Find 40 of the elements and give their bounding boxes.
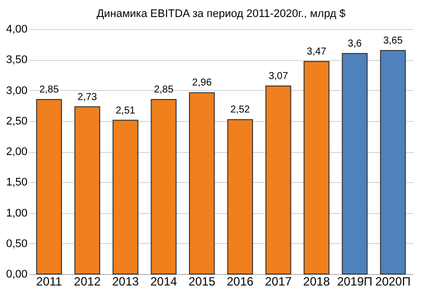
y-tick-label: 1,00 — [6, 207, 28, 220]
data-label: 2,52 — [230, 104, 250, 116]
y-tick-label: 3,00 — [6, 84, 28, 97]
data-label: 2,96 — [192, 78, 212, 89]
x-tick-label: 2015 — [188, 274, 216, 288]
bar — [188, 92, 215, 274]
bar — [227, 119, 254, 274]
bar — [150, 98, 177, 274]
chart-title: Динамика EBITDA за период 2011-2020г., млрд $ — [96, 8, 346, 20]
x-tick-label: 2014 — [150, 274, 178, 288]
data-label: 2,73 — [78, 92, 98, 103]
y-tick-label: 1,50 — [6, 176, 28, 189]
data-label: 3,07 — [268, 70, 288, 82]
data-label: 3,65 — [383, 35, 404, 46]
data-label: 2,85 — [39, 84, 60, 96]
data-label: 3,6 — [348, 38, 362, 50]
y-tick-label: 0,50 — [6, 238, 28, 250]
data-label: 2,85 — [154, 84, 174, 96]
bar — [342, 53, 368, 274]
data-label: 3,47 — [306, 46, 327, 58]
bar — [265, 85, 292, 274]
x-tick-label: 2020П — [375, 274, 411, 288]
bar — [380, 50, 406, 274]
bar — [304, 60, 330, 274]
x-tick-label: 2016 — [226, 274, 254, 288]
x-tick-label: 2019П — [337, 274, 372, 288]
bar — [112, 120, 138, 274]
bar — [74, 106, 100, 274]
y-tick-label: 3,50 — [6, 54, 28, 66]
bar — [36, 98, 62, 274]
x-tick-label: 2012 — [74, 274, 101, 288]
y-tick-label: 2,50 — [6, 115, 28, 128]
x-tick-label: 2013 — [112, 274, 140, 288]
x-tick-label: 2018 — [303, 274, 330, 288]
x-tick-label: 2017 — [264, 274, 292, 288]
y-tick-label: 2,00 — [6, 146, 28, 158]
y-tick-label: 0,00 — [6, 268, 28, 280]
data-label: 2,51 — [116, 105, 136, 116]
x-tick-label: 2011 — [36, 274, 62, 288]
y-tick-label: 4,00 — [6, 24, 28, 36]
